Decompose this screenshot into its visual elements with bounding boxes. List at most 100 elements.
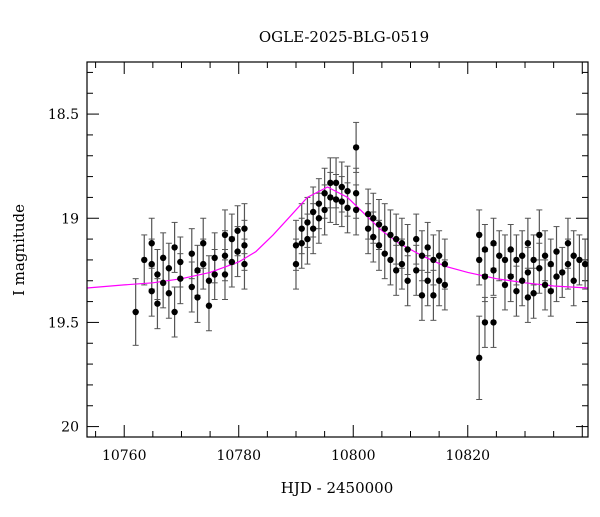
- data-point: [241, 260, 248, 268]
- data-point: [332, 179, 340, 187]
- data-point: [188, 283, 195, 291]
- x-tick-label: 10760: [102, 448, 147, 464]
- data-point: [159, 254, 167, 262]
- data-point: [352, 206, 360, 214]
- data-point: [435, 252, 443, 259]
- data-point: [228, 235, 236, 243]
- data-point: [205, 277, 213, 284]
- data-point: [530, 256, 537, 264]
- data-point: [418, 292, 426, 299]
- data-point: [476, 256, 483, 264]
- data-point: [352, 144, 360, 151]
- data-point: [524, 269, 532, 276]
- data-point: [424, 244, 431, 251]
- y-tick-label: 19: [61, 211, 79, 227]
- y-tick-label: 19.5: [48, 315, 79, 331]
- data-point: [338, 183, 345, 191]
- data-point: [404, 277, 411, 284]
- data-point: [490, 240, 497, 247]
- data-point: [315, 200, 323, 207]
- data-point: [234, 227, 241, 234]
- data-point: [364, 210, 372, 218]
- data-point: [221, 231, 229, 239]
- data-point: [418, 252, 426, 259]
- data-point: [241, 225, 248, 232]
- data-point: [241, 242, 248, 249]
- data-point: [315, 215, 323, 222]
- data-point: [430, 292, 437, 299]
- data-point: [481, 273, 489, 280]
- data-point: [332, 196, 340, 203]
- data-point: [194, 294, 201, 301]
- data-point: [413, 235, 420, 243]
- y-tick-label: 18.5: [48, 107, 79, 123]
- data-point: [309, 208, 317, 216]
- data-point: [541, 252, 549, 259]
- data-point: [536, 265, 543, 272]
- data-point: [304, 235, 311, 243]
- data-point: [344, 204, 351, 212]
- data-point: [424, 277, 431, 284]
- data-point: [392, 235, 400, 243]
- data-point: [576, 256, 583, 264]
- data-point: [524, 294, 532, 301]
- data-point: [570, 277, 577, 284]
- data-point: [132, 308, 139, 316]
- data-point: [381, 225, 388, 232]
- x-tick-label: 10780: [216, 448, 261, 464]
- data-point: [171, 244, 178, 251]
- data-point: [564, 240, 572, 247]
- data-point: [413, 267, 420, 274]
- chart-title: OGLE-2025-BLG-0519: [259, 28, 429, 46]
- data-point: [352, 190, 360, 197]
- data-point: [364, 225, 372, 232]
- data-point: [501, 281, 509, 289]
- data-point: [490, 267, 497, 274]
- x-tick-label: 10800: [331, 448, 376, 464]
- data-point: [541, 281, 549, 289]
- data-point: [481, 246, 489, 253]
- data-point: [513, 287, 520, 295]
- data-point: [476, 354, 483, 362]
- data-point: [159, 279, 167, 287]
- data-point: [518, 252, 526, 259]
- data-point: [553, 248, 560, 255]
- data-point: [177, 275, 184, 282]
- data-point: [381, 250, 388, 257]
- data-point: [476, 231, 483, 239]
- data-point: [327, 194, 334, 201]
- data-point: [524, 240, 532, 247]
- data-point: [327, 179, 334, 187]
- data-point: [211, 254, 218, 262]
- data-point: [430, 256, 437, 264]
- data-point: [375, 242, 383, 249]
- data-point: [518, 277, 526, 284]
- data-point: [165, 290, 173, 297]
- data-point: [188, 250, 195, 257]
- data-point: [387, 256, 394, 264]
- x-tick-label: 10820: [445, 448, 490, 464]
- data-point: [141, 256, 148, 264]
- data-point: [221, 271, 229, 278]
- data-point: [298, 240, 305, 247]
- data-point: [211, 271, 218, 278]
- data-point: [404, 246, 411, 253]
- data-point: [177, 258, 184, 266]
- data-point: [564, 260, 572, 268]
- data-point: [387, 231, 394, 239]
- data-point: [441, 281, 449, 289]
- data-point: [530, 290, 537, 297]
- data-point: [507, 246, 514, 253]
- data-point: [581, 260, 589, 268]
- data-point: [398, 260, 406, 268]
- plot-frame: [86, 61, 589, 438]
- data-point: [148, 260, 155, 268]
- data-point: [221, 252, 229, 259]
- data-point: [490, 319, 497, 326]
- data-point: [292, 260, 300, 268]
- data-point: [234, 248, 241, 255]
- data-point: [507, 273, 514, 280]
- x-axis-label: HJD - 2450000: [281, 479, 394, 497]
- data-point: [375, 221, 383, 228]
